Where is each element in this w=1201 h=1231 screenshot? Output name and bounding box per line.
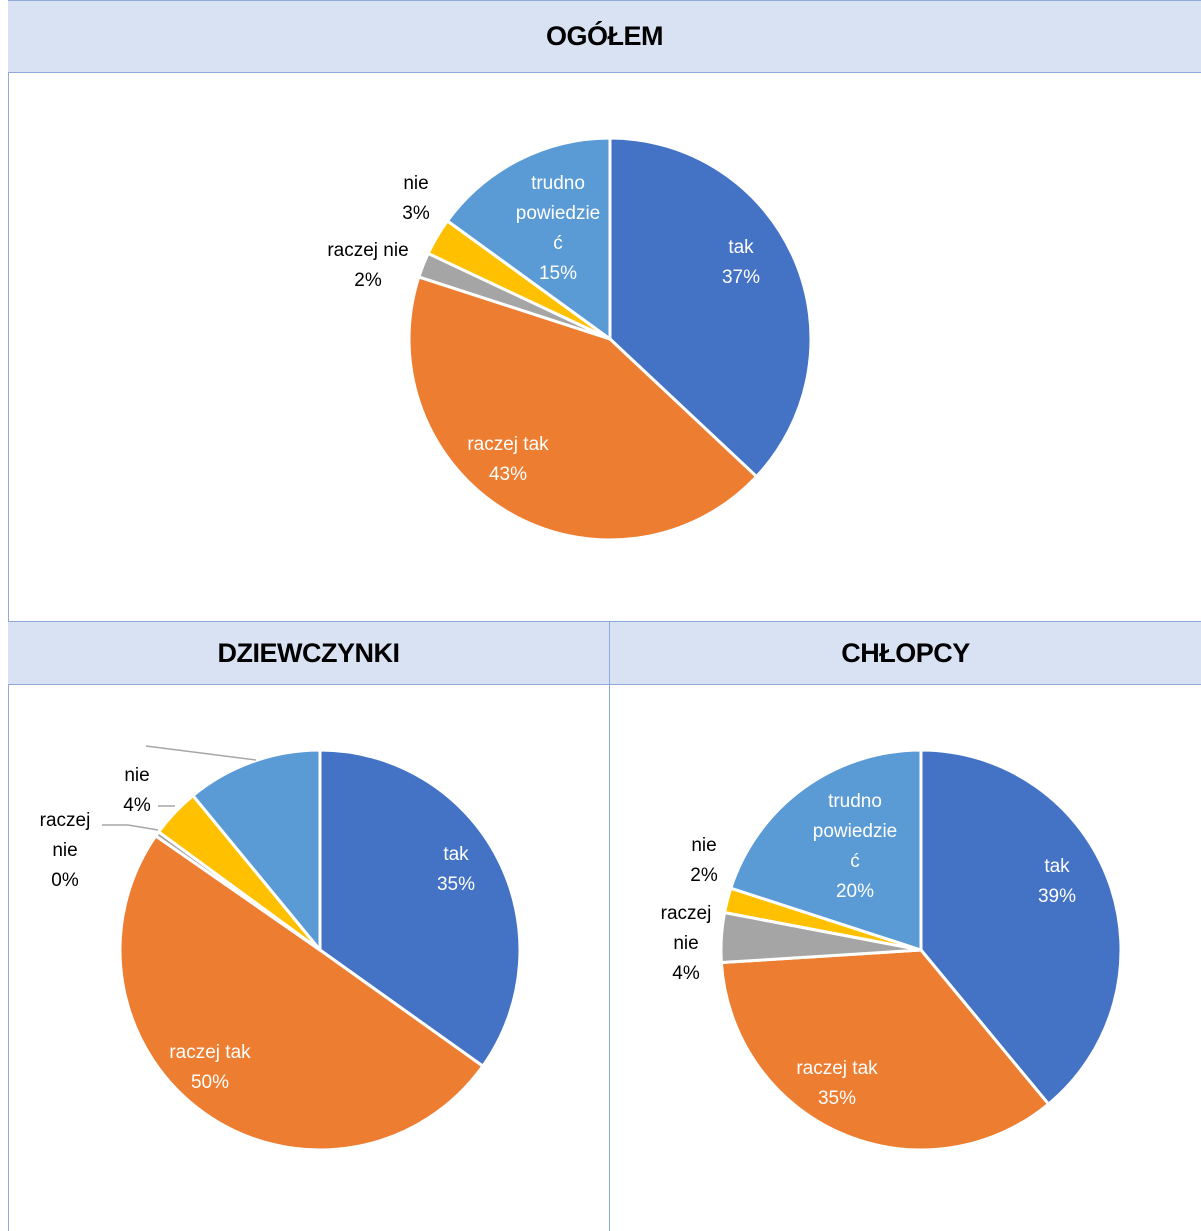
pie-slice-tak [919, 748, 1123, 1106]
data-label-line: nie [52, 840, 77, 861]
data-label-raczej-tak: raczej tak 43% [467, 434, 549, 485]
pie-1: tak 35% raczej tak 50% raczej nie 0% nie 4% [40, 745, 522, 1152]
data-label-line: 3% [402, 203, 430, 224]
data-label-raczej-tak: raczej tak 35% [796, 1058, 878, 1109]
data-label-line: 20% [836, 881, 874, 902]
pie-slice-tak [318, 748, 522, 1068]
column-divider [609, 685, 610, 1231]
data-label-line: trudno [531, 173, 585, 194]
data-label-line: ć [850, 851, 860, 872]
data-label-line: nie [403, 173, 428, 194]
data-label-line: nie [691, 835, 716, 856]
pie-2: tak 39% raczej tak 35% raczej nie 4% nie 2% trudn… [661, 748, 1123, 1152]
data-label-raczej-nie: raczej nie 2% [327, 240, 408, 291]
pie-slice-raczej-tak [407, 275, 759, 542]
pie-0: tak 37% raczej tak 43% raczej nie 2% nie 3% trud… [327, 136, 813, 542]
header-boys-title: CHŁOPCY [841, 637, 970, 668]
header-overall-title: OGÓŁEM [546, 21, 664, 51]
data-label-line: 15% [539, 263, 577, 284]
data-label-trudno-powiedziec: trudno powiedzie ć 20% [813, 791, 898, 902]
pie-slice-trudno-powiedziec [729, 748, 923, 952]
data-label-line: raczej tak [796, 1058, 878, 1079]
data-label-line: raczej nie [327, 240, 408, 261]
leader-line-trudno-powiedziec [145, 745, 257, 761]
data-label-raczej-tak: raczej tak 50% [169, 1042, 251, 1093]
header-girls-title: DZIEWCZYNKI [217, 637, 400, 668]
pie-slice-raczej-tak [719, 948, 1050, 1152]
data-label-nie: nie 3% [402, 173, 430, 224]
data-label-line: powiedzie [516, 203, 601, 224]
pie-slice-trudno-powiedziec [445, 136, 612, 341]
data-label-nie: nie 4% [123, 765, 151, 816]
data-label-line: raczej [40, 810, 91, 831]
pie-slice-trudno-powiedziec [191, 748, 322, 952]
data-label-line: 50% [191, 1072, 229, 1093]
header-girls: DZIEWCZYNKI [8, 621, 609, 685]
data-label-raczej-nie: raczej nie 0% [40, 810, 91, 891]
data-label-raczej-nie: raczej nie 4% [661, 903, 712, 984]
header-boys: CHŁOPCY [609, 621, 1201, 685]
data-label-line: 39% [1038, 886, 1076, 907]
header-overall: OGÓŁEM [8, 0, 1201, 73]
data-label-line: ć [553, 233, 563, 254]
data-label-line: 35% [818, 1088, 856, 1109]
pie-slice-tak [608, 136, 813, 479]
data-label-line: trudno [828, 791, 882, 812]
data-label-line: 2% [354, 270, 382, 291]
data-label-trudno-powiedziec: trudno powiedzie ć 15% [516, 173, 601, 284]
data-label-line: raczej [661, 903, 712, 924]
table-frame [8, 0, 1201, 1231]
data-label-line: raczej tak [467, 434, 549, 455]
data-label-line: tak [728, 237, 754, 258]
data-label-tak: tak 35% [437, 844, 475, 895]
pie-slice-raczej-tak [118, 834, 485, 1152]
data-label-line: nie [124, 765, 149, 786]
data-label-line: 43% [489, 464, 527, 485]
data-label-line: 4% [672, 963, 700, 984]
data-label-line: nie [673, 933, 698, 954]
data-label-line: raczej tak [169, 1042, 251, 1063]
data-label-line: powiedzie [813, 821, 898, 842]
data-label-tak: tak 39% [1038, 856, 1076, 907]
data-label-line: 35% [437, 874, 475, 895]
data-label-line: tak [1044, 856, 1070, 877]
data-label-line: 4% [123, 795, 151, 816]
data-label-line: tak [443, 844, 469, 865]
data-label-line: 0% [51, 870, 79, 891]
data-label-line: 37% [722, 267, 760, 288]
data-label-nie: nie 2% [690, 835, 718, 886]
data-label-tak: tak 37% [722, 237, 760, 288]
data-label-line: 2% [690, 865, 718, 886]
leader-line-raczej-nie [102, 824, 159, 831]
